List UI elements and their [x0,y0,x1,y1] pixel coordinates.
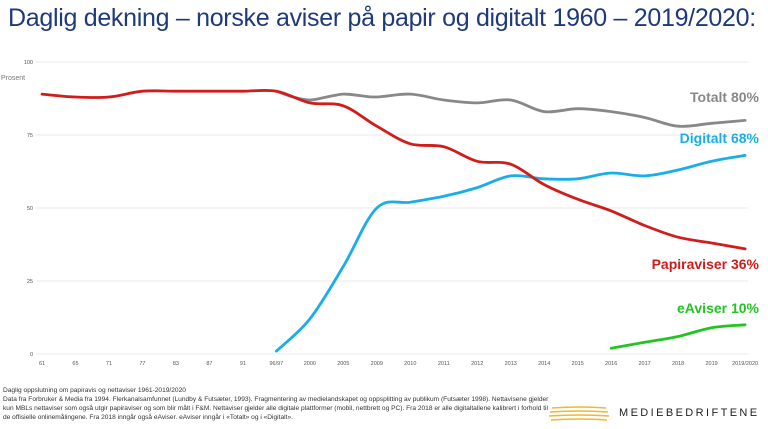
brand-logo: MEDIEBEDRIFTENE [548,400,768,429]
series-line-2 [40,88,747,251]
x-tick-label: 91 [240,361,246,367]
series-line-0 [275,89,747,128]
series-label-1: Digitalt 68% [680,130,760,146]
series-labels: Totalt 80% Digitalt 68% Papiraviser 36% eAv… [652,89,760,316]
x-axis: 61 65 71 77 83 87 91 96/97 2000 2005 2009 2010 2011 2… [39,361,758,367]
x-tick-label: 2005 [337,361,349,367]
x-tick-label: 65 [72,361,78,367]
y-tick-label: 0 [30,352,33,358]
x-tick-label: 83 [173,361,179,367]
x-tick-label: 2018 [672,361,684,367]
series-line-1 [275,154,747,353]
y-tick-label: 25 [27,279,33,285]
x-tick-label: 61 [39,361,45,367]
chart-gridlines [36,61,748,355]
x-tick-label: 2009 [371,361,383,367]
y-tick-label: 50 [27,206,33,212]
series-label-3: eAviser 10% [677,300,760,316]
x-tick-label: 2011 [438,361,450,367]
x-tick-label: 2012 [471,361,483,367]
chart-series [40,88,747,353]
y-tick-label: 75 [27,133,33,139]
x-tick-label: 87 [206,361,212,367]
footnote-sources: Data fra Forbruker & Media fra 1994. Fle… [3,396,549,422]
x-tick-label: 2014 [538,361,550,367]
series-line-3 [609,323,747,350]
x-tick-label: 2010 [404,361,416,367]
footnote: Daglig oppslutning om papiravis og netta… [3,386,551,422]
footnote-caption: Daglig oppslutning om papiravis og netta… [3,387,186,394]
y-tick-label: 100 [24,60,33,66]
line-chart: 0 25 50 75 100 Prosent 61 65 71 77 83 87 91 96/97 20… [1,60,760,367]
x-tick-label: 2015 [572,361,584,367]
x-tick-label: 2000 [304,361,316,367]
mediebedriftene-logo-icon [548,406,610,421]
x-tick-label: 71 [106,361,112,367]
page-title: Daglig dekning – norske aviser på papir … [8,4,756,32]
brand-name: MEDIEBEDRIFTENE [619,407,760,419]
x-tick-label: 2016 [605,361,617,367]
x-tick-label: 2017 [639,361,651,367]
y-axis-title: Prosent [1,75,25,82]
x-tick-label: 77 [139,361,145,367]
series-label-2: Papiraviser 36% [652,256,760,272]
x-tick-label: 2019/2020 [732,361,758,367]
series-label-0: Totalt 80% [690,89,760,105]
x-tick-label: 2019 [705,361,717,367]
x-tick-label: 2013 [505,361,517,367]
x-tick-label: 96/97 [269,361,283,367]
y-axis: 0 25 50 75 100 [24,60,33,358]
